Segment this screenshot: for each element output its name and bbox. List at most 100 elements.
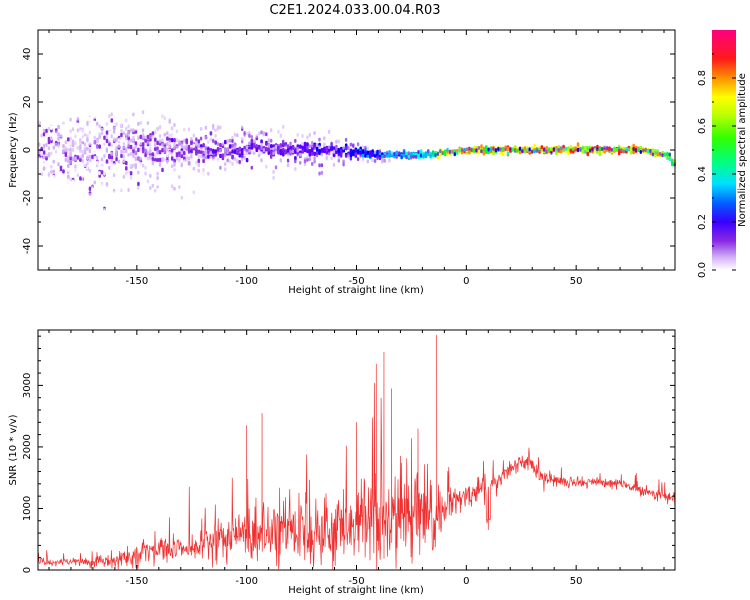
heatmap-cell [170, 148, 174, 153]
heatmap-cell [332, 149, 336, 154]
heatmap-cell [103, 250, 106, 255]
heatmap-cell [112, 82, 116, 87]
heatmap-cell [132, 104, 135, 109]
heatmap-cell [50, 136, 53, 141]
heatmap-cell [117, 121, 121, 126]
heatmap-cell [76, 177, 80, 182]
heatmap-cell [81, 100, 84, 105]
heatmap-cell [76, 171, 80, 176]
heatmap-cell [627, 147, 630, 152]
heatmap-cell [57, 94, 60, 99]
heatmap-cell [344, 146, 348, 150]
heatmap-cell [54, 254, 58, 259]
heatmap-cell [52, 126, 55, 130]
colorbar-gradient [712, 30, 736, 270]
heatmap-cell [115, 83, 118, 88]
heatmap-cell [54, 266, 58, 271]
heatmap-cell [71, 78, 75, 83]
heatmap-cell [144, 195, 147, 199]
heatmap-cell [219, 176, 222, 181]
heatmap-cell [96, 215, 99, 220]
heatmap-cell [40, 157, 43, 162]
heatmap-cell [91, 218, 94, 223]
heatmap-cell [175, 153, 179, 158]
heatmap-cell [195, 142, 198, 147]
heatmap-cell [477, 146, 481, 150]
heatmap-cell [108, 73, 111, 78]
heatmap-cell [282, 139, 285, 144]
heatmap-cell [79, 236, 82, 240]
heatmap-cell [504, 147, 507, 152]
heatmap-cell [168, 200, 171, 205]
heatmap-cell [71, 64, 75, 69]
heatmap-cell [199, 146, 203, 151]
heatmap-cell [110, 134, 113, 139]
heatmap-cell [354, 152, 357, 157]
heatmap-cell [76, 217, 80, 222]
heatmap-cell [149, 142, 152, 147]
heatmap-cell [156, 124, 159, 128]
heatmap-cell [42, 103, 46, 107]
heatmap-cell [173, 123, 176, 128]
heatmap-cell [54, 169, 58, 174]
heatmap-cell [93, 109, 96, 114]
heatmap-cell [64, 157, 68, 162]
heatmap-cell [226, 158, 229, 163]
heatmap-cell [146, 260, 150, 265]
heatmap-cell [50, 212, 53, 217]
heatmap-cell [69, 177, 72, 182]
heatmap-cell [67, 242, 70, 247]
heatmap-cell [233, 122, 237, 127]
heatmap-cell [57, 221, 60, 226]
heatmap-cell [81, 149, 84, 154]
heatmap-cell [64, 38, 67, 42]
heatmap-cell [301, 142, 304, 146]
heatmap-cell [272, 169, 275, 174]
heatmap-cell [248, 148, 251, 153]
heatmap-cell [47, 62, 51, 67]
heatmap-cell [241, 151, 244, 156]
heatmap-cell [93, 89, 96, 94]
heatmap-cell [93, 135, 96, 140]
heatmap-cell [330, 142, 333, 147]
heatmap-cell [59, 165, 63, 170]
heatmap-cell [511, 148, 514, 152]
heatmap-cell [270, 150, 273, 155]
heatmap-cell [76, 184, 80, 189]
heatmap-cell [163, 146, 166, 151]
heatmap-cell [226, 166, 229, 171]
heatmap-cell [67, 76, 70, 81]
heatmap-cell [378, 149, 382, 154]
heatmap-cell [151, 134, 154, 139]
heatmap-cell [120, 186, 123, 191]
heatmap-cell [144, 152, 147, 158]
heatmap-cell [308, 167, 311, 172]
heatmap-cell [214, 140, 217, 145]
heatmap-cell [620, 148, 623, 153]
heatmap-cell [228, 138, 232, 143]
heatmap-cell [122, 159, 125, 164]
heatmap-cell [62, 149, 65, 154]
heatmap-cell [175, 148, 179, 153]
heatmap-cell [108, 139, 111, 144]
heatmap-cell [272, 124, 275, 129]
heatmap-cell [332, 146, 336, 151]
heatmap-cell [42, 172, 46, 177]
heatmap-cell [64, 251, 67, 255]
heatmap-cell [241, 157, 244, 162]
heatmap-cell [156, 150, 159, 155]
heatmap-cell [308, 152, 312, 157]
heatmap-cell [158, 187, 162, 192]
heatmap-cell [57, 124, 60, 130]
heatmap-cell [129, 128, 133, 133]
heatmap-cell [45, 169, 48, 174]
heatmap-cell [125, 102, 128, 106]
heatmap-cell [144, 175, 147, 180]
heatmap-cell [356, 157, 360, 162]
heatmap-cell [468, 150, 471, 155]
heatmap-cell [96, 88, 99, 93]
heatmap-cell [265, 156, 268, 161]
heatmap-cell [550, 150, 553, 155]
heatmap-cell [115, 156, 118, 162]
heatmap-cell [231, 149, 234, 154]
